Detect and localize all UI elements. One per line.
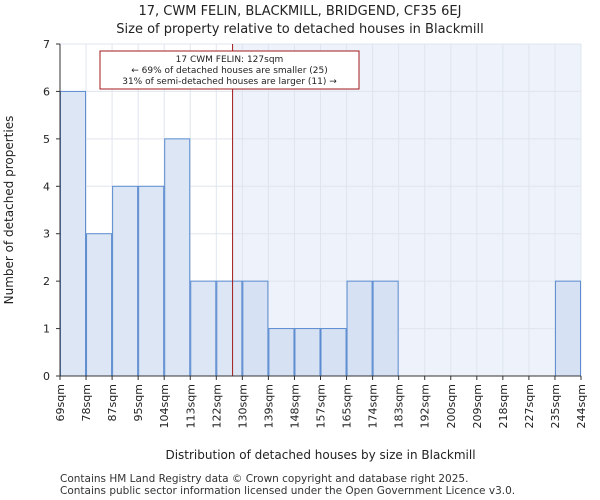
- histogram-bar: [268, 328, 295, 377]
- annotation-line: 17 CWM FELIN: 127sqm: [176, 55, 284, 65]
- y-tick-label: 6: [43, 85, 50, 98]
- y-tick-label: 4: [43, 180, 50, 193]
- footer-line-1: Contains HM Land Registry data © Crown c…: [60, 473, 469, 485]
- histogram-bar: [138, 185, 165, 377]
- x-tick-label: 87sqm: [106, 384, 119, 421]
- histogram-bar: [86, 233, 113, 377]
- histogram-bar: [320, 328, 347, 377]
- x-tick-label: 174sqm: [367, 384, 380, 428]
- histogram-bar: [372, 280, 399, 377]
- y-tick-label: 2: [43, 275, 50, 288]
- y-tick-label: 5: [43, 133, 50, 146]
- x-tick-label: 218sqm: [497, 384, 510, 428]
- histogram-bar: [294, 328, 321, 377]
- x-tick-label: 192sqm: [419, 384, 432, 428]
- chart-title: 17, CWM FELIN, BLACKMILL, BRIDGEND, CF35…: [138, 4, 462, 19]
- x-axis-label: Distribution of detached houses by size …: [165, 448, 475, 462]
- x-tick-label: 122sqm: [210, 384, 223, 428]
- larger-region-shade: [232, 44, 582, 376]
- x-tick-label: 130sqm: [236, 384, 249, 428]
- x-tick-label: 244sqm: [575, 384, 588, 428]
- x-tick-label: 227sqm: [523, 384, 536, 428]
- y-tick-label: 3: [43, 228, 50, 241]
- histogram-bar: [554, 280, 582, 377]
- histogram-bar: [216, 280, 243, 377]
- x-tick-label: 78sqm: [80, 384, 93, 421]
- x-tick-label: 200sqm: [445, 384, 458, 428]
- footer-line-2: Contains public sector information licen…: [60, 485, 516, 497]
- chart-subtitle: Size of property relative to detached ho…: [116, 22, 484, 37]
- x-tick-label: 183sqm: [393, 384, 406, 428]
- x-tick-label: 235sqm: [549, 384, 562, 428]
- annotation-box: [99, 50, 360, 90]
- histogram-bar: [60, 90, 87, 377]
- x-tick-label: 209sqm: [471, 384, 484, 428]
- histogram-bar: [190, 280, 217, 377]
- x-tick-label: 157sqm: [315, 384, 328, 428]
- y-tick-label: 0: [43, 370, 50, 383]
- histogram-bar: [346, 280, 373, 377]
- x-tick-label: 95sqm: [132, 384, 145, 421]
- y-tick-label: 7: [43, 38, 50, 51]
- annotation-line: 31% of semi-detached houses are larger (…: [122, 77, 337, 87]
- x-tick-label: 69sqm: [54, 384, 67, 421]
- y-tick-label: 1: [43, 323, 50, 336]
- histogram-bar: [242, 280, 269, 377]
- x-tick-label: 148sqm: [288, 384, 301, 428]
- histogram-bar: [112, 185, 139, 377]
- x-tick-label: 165sqm: [341, 384, 354, 428]
- y-axis-label: Number of detached properties: [2, 116, 16, 305]
- x-tick-label: 139sqm: [262, 384, 275, 428]
- x-tick-label: 104sqm: [158, 384, 171, 428]
- annotation-line: ← 69% of detached houses are smaller (25…: [131, 66, 328, 76]
- x-tick-label: 113sqm: [184, 384, 197, 428]
- histogram-bar: [164, 138, 191, 377]
